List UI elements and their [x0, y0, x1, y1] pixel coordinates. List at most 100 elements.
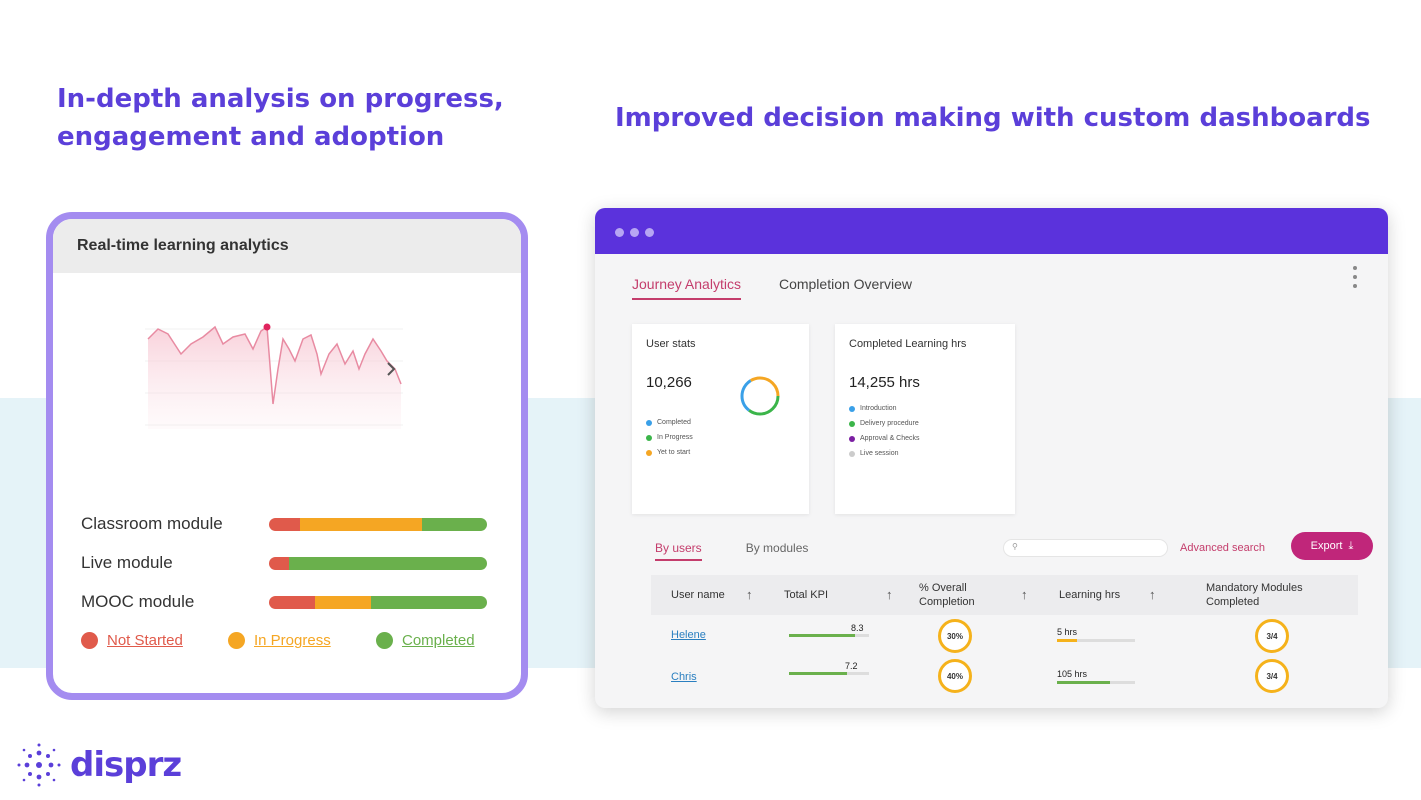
module-label: MOOC module: [81, 592, 195, 611]
stat-row: Live session: [849, 450, 1001, 457]
legend-completed[interactable]: Completed: [376, 632, 475, 649]
learning-hrs-value: 5 hrs: [1057, 627, 1078, 637]
search-icon: ⚲: [1012, 542, 1018, 551]
more-options-icon[interactable]: [1352, 266, 1358, 292]
tab-completion-overview[interactable]: Completion Overview: [778, 276, 913, 292]
green-dot-icon: [376, 632, 393, 649]
green-dot-icon: [849, 420, 855, 427]
search-input[interactable]: ⚲: [1003, 539, 1168, 557]
module-row-classroom: Classroom module: [81, 512, 501, 536]
legend-label: Completed: [402, 632, 475, 649]
learning-hrs-value: 105 hrs: [1057, 669, 1088, 679]
sort-arrow-icon[interactable]: ↑: [1021, 587, 1028, 602]
bar-in-progress: [314, 596, 372, 609]
advanced-search-link[interactable]: Advanced search: [1180, 542, 1265, 554]
purple-dot-icon: [849, 435, 855, 442]
header-total-kpi[interactable]: Total KPI: [784, 589, 829, 601]
red-dot-icon: [81, 632, 98, 649]
stat-row: Yet to start: [646, 449, 795, 456]
bar-completed: [421, 518, 487, 531]
header-mandatory-modules[interactable]: Mandatory Modules Completed: [1206, 582, 1303, 608]
activity-line-chart: [145, 323, 403, 429]
sort-arrow-icon[interactable]: ↑: [746, 587, 753, 602]
kpi-bar: [789, 672, 869, 675]
bar-not-started: [269, 596, 315, 609]
dashboard-window: Journey Analytics Completion Overview Us…: [595, 208, 1388, 708]
headline-right: Improved decision making with custom das…: [615, 103, 1371, 133]
stat-row-label: Approval & Checks: [860, 435, 920, 442]
module-row-live: Live module: [81, 551, 501, 575]
kpi-fill: [789, 672, 847, 675]
user-stats-title: User stats: [646, 338, 696, 350]
gray-dot-icon: [849, 450, 855, 457]
chevron-right-icon[interactable]: [387, 362, 396, 376]
learning-hrs-value: 14,255 hrs: [849, 374, 920, 391]
green-dot-icon: [646, 434, 652, 441]
tab-by-users[interactable]: By users: [655, 541, 702, 561]
window-dot-icon: [630, 228, 639, 237]
table-row: Chris 7.2 40% 105 hrs 3/4: [651, 657, 1358, 699]
card-title: Real-time learning analytics: [53, 219, 521, 273]
completion-ring: 30%: [938, 619, 972, 653]
logo-text: disprz: [70, 745, 182, 785]
bar-in-progress: [299, 518, 422, 531]
stat-row: In Progress: [646, 434, 795, 441]
stat-row-label: Live session: [860, 450, 899, 457]
window-dot-icon: [645, 228, 654, 237]
window-titlebar: [595, 208, 1388, 254]
table-row: Helene 8.3 30% 5 hrs 3/4: [651, 615, 1358, 657]
user-name-link[interactable]: Chris: [671, 671, 697, 683]
disprz-logo: disprz: [16, 740, 182, 790]
header-user-name[interactable]: User name: [671, 589, 725, 601]
status-legend: Not Started In Progress Completed: [81, 632, 501, 658]
orange-dot-icon: [646, 449, 652, 456]
orange-dot-icon: [228, 632, 245, 649]
bar-completed: [288, 557, 487, 570]
user-stats-value: 10,266: [646, 374, 692, 391]
kpi-fill: [789, 634, 856, 637]
table-subtabs: By users By modules: [655, 541, 852, 561]
stat-row: Introduction: [849, 405, 1001, 412]
module-label: Classroom module: [81, 514, 223, 533]
bar-completed: [371, 596, 487, 609]
chart-highlight-point: [263, 323, 271, 331]
stat-row-label: In Progress: [657, 434, 693, 441]
export-button[interactable]: Export ⤓: [1291, 532, 1373, 560]
bar-not-started: [269, 518, 300, 531]
export-label: Export: [1310, 540, 1343, 552]
stat-row-label: Yet to start: [657, 449, 691, 456]
module-row-mooc: MOOC module: [81, 590, 501, 614]
learning-hrs-bar: [1057, 639, 1135, 642]
module-label: Live module: [81, 553, 173, 572]
learning-hrs-fill: [1057, 639, 1077, 642]
header-learning-hrs[interactable]: Learning hrs: [1059, 589, 1121, 601]
tab-journey-analytics[interactable]: Journey Analytics: [632, 276, 741, 300]
stat-row: Delivery procedure: [849, 420, 1001, 427]
bar-not-started: [269, 557, 289, 570]
learning-hrs-card: Completed Learning hrs 14,255 hrs Introd…: [835, 324, 1015, 514]
sort-arrow-icon[interactable]: ↑: [1149, 587, 1156, 602]
learning-analytics-card: Real-time learning analytics Classroom m…: [46, 212, 528, 700]
completion-ring: 40%: [938, 659, 972, 693]
learning-hrs-title: Completed Learning hrs: [849, 338, 967, 350]
legend-in-progress[interactable]: In Progress: [228, 632, 331, 649]
kpi-bar: [789, 634, 869, 637]
window-dot-icon: [615, 228, 624, 237]
user-name-link[interactable]: Helene: [671, 629, 706, 641]
stat-row: Completed: [646, 419, 795, 426]
modules-ring: 3/4: [1255, 659, 1289, 693]
legend-label: In Progress: [254, 632, 331, 649]
tab-by-modules[interactable]: By modules: [745, 541, 809, 555]
module-progress-bar: [269, 596, 487, 609]
download-icon: ⤓: [1348, 539, 1354, 552]
blue-dot-icon: [849, 405, 855, 412]
kpi-value: 8.3: [851, 623, 864, 633]
stat-row-label: Completed: [657, 419, 691, 426]
headline-left: In-depth analysis on progress, engagemen…: [57, 84, 504, 152]
stat-row-label: Introduction: [860, 405, 897, 412]
sort-arrow-icon[interactable]: ↑: [886, 587, 893, 602]
learning-hrs-bar: [1057, 681, 1135, 684]
header-overall-completion[interactable]: % Overall Completion: [919, 582, 975, 608]
legend-not-started[interactable]: Not Started: [81, 632, 183, 649]
stat-row-label: Delivery procedure: [860, 420, 919, 427]
